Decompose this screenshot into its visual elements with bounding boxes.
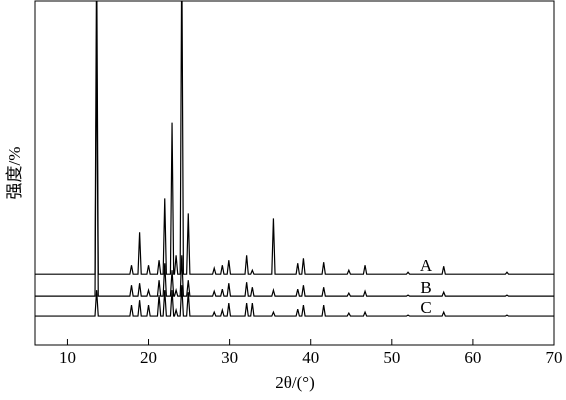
x-tick-label: 60 bbox=[464, 348, 481, 367]
plot-frame bbox=[34, 0, 555, 346]
data-line bbox=[35, 285, 554, 317]
x-tick-label: 30 bbox=[221, 348, 238, 367]
series-label: A bbox=[420, 256, 433, 275]
x-tick-label: 70 bbox=[546, 348, 563, 367]
x-tick-label: 50 bbox=[383, 348, 400, 367]
data-line bbox=[35, 1, 554, 275]
x-tick-label: 10 bbox=[59, 348, 76, 367]
plot-area bbox=[35, 1, 554, 317]
series-label: B bbox=[420, 278, 431, 297]
series-label: C bbox=[420, 298, 431, 317]
x-tick-label: 40 bbox=[302, 348, 319, 367]
x-axis-label: 2θ/(°) bbox=[275, 373, 315, 392]
y-axis-label: 强度/% bbox=[5, 147, 24, 200]
x-tick-label: 20 bbox=[140, 348, 157, 367]
data-line bbox=[35, 25, 554, 297]
